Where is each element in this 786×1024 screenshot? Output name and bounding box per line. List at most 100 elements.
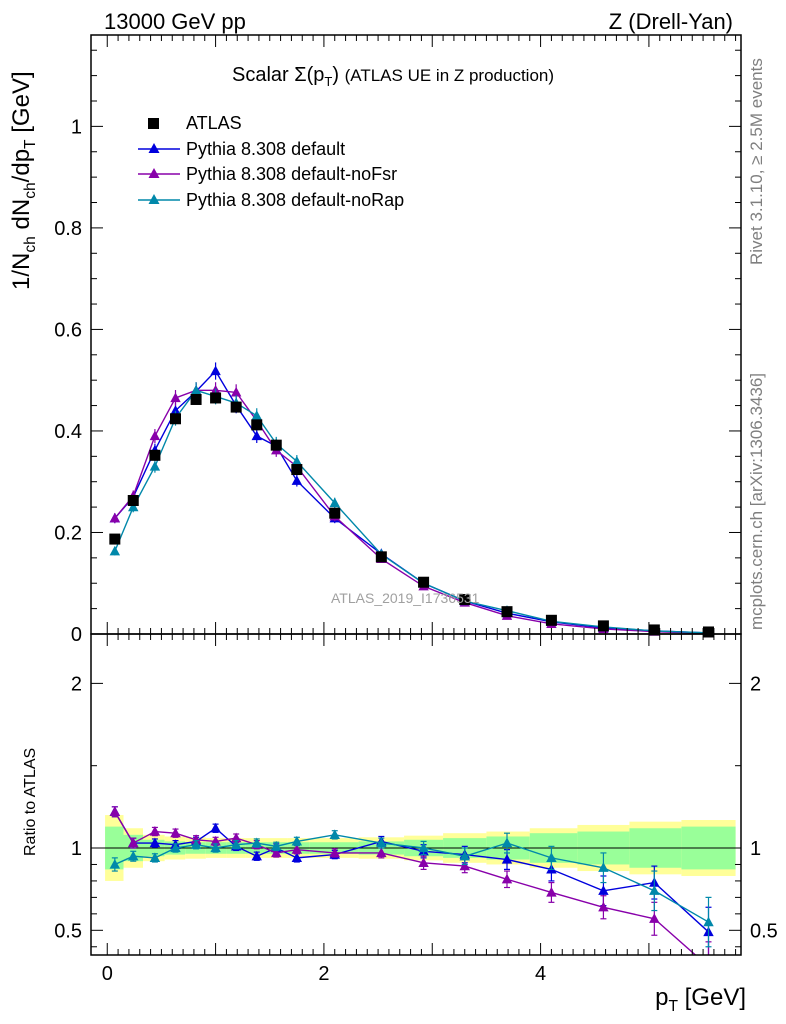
ratio-marker xyxy=(109,806,121,816)
ratio-y-tick-label: 1 xyxy=(71,838,82,860)
y-tick-label: 0.2 xyxy=(54,522,82,544)
y-axis-title-ratio: Ratio to ATLAS xyxy=(22,747,39,856)
series-marker xyxy=(170,392,181,403)
ratio-y-tick-label: 2 xyxy=(71,673,82,695)
atlas-data-point xyxy=(149,449,161,461)
atlas-data-point xyxy=(418,576,430,588)
ratio-marker xyxy=(459,860,470,871)
y-tick-label: 0.4 xyxy=(54,421,82,443)
ratio-marker xyxy=(251,850,262,861)
series-marker xyxy=(109,545,121,556)
atlas-data-point xyxy=(703,626,714,638)
atlas-data-point xyxy=(251,419,263,431)
ratio-marker xyxy=(291,835,303,846)
ratio-marker xyxy=(291,852,303,863)
title-rest: (ATLAS UE in Z production) xyxy=(344,66,555,85)
ratio-panel-series xyxy=(109,806,714,971)
ratio-uncertainty-bands xyxy=(91,815,741,881)
analysis-watermark: ATLAS_2019_I1736531 xyxy=(331,590,480,606)
ratio-marker xyxy=(546,852,557,863)
ratio-marker xyxy=(190,839,202,849)
atlas-data-point xyxy=(501,606,513,618)
ratio-marker xyxy=(501,854,513,864)
series-marker xyxy=(251,430,262,441)
legend-label: Pythia 8.308 default-noFsr xyxy=(186,164,398,184)
ratio-marker xyxy=(128,837,139,848)
ratio-y-tick-label-right: 1 xyxy=(750,838,761,860)
ratio-marker xyxy=(210,822,221,833)
ylabel-part: /dp xyxy=(8,148,35,183)
ratio-marker xyxy=(149,837,161,848)
x-tick-label: 0 xyxy=(102,963,113,985)
title-sub: T xyxy=(324,74,333,89)
atlas-data-point xyxy=(190,393,202,405)
ratio-marker xyxy=(376,837,387,848)
legend-label: Pythia 8.308 default xyxy=(186,138,346,159)
series-marker xyxy=(128,501,139,512)
series-marker xyxy=(109,512,121,523)
x-axis-title: pT [GeV] xyxy=(655,984,746,1016)
atlas-data-point xyxy=(170,413,181,425)
atlas-data-point xyxy=(270,439,282,451)
y-tick-label: 0 xyxy=(71,624,82,646)
xlabel-sub: T xyxy=(668,997,678,1015)
ratio-marker xyxy=(170,827,181,838)
atlas-data-point xyxy=(109,533,121,545)
ratio-marker xyxy=(501,837,513,848)
series-marker xyxy=(190,384,202,395)
series-marker xyxy=(149,430,161,441)
mcplots-label: mcplots.cern.ch [arXiv:1306.3436] xyxy=(747,372,766,630)
ratio-marker xyxy=(149,852,161,863)
header-left: 13000 GeV pp xyxy=(104,9,246,34)
atlas-data-point xyxy=(127,494,139,506)
ylabel-part: [GeV] xyxy=(8,71,35,140)
ratio-panel-frame xyxy=(90,633,742,956)
legend-marker-triangle xyxy=(138,142,180,153)
ylabel-sub: T xyxy=(21,139,39,149)
atlas-data-point xyxy=(597,620,609,632)
ratio-marker xyxy=(291,844,303,854)
y-axis-title-main: 1/Nch dNch/dpT [GeV] xyxy=(8,71,40,290)
series-marker xyxy=(291,475,303,485)
atlas-data-point xyxy=(329,507,341,519)
ratio-marker xyxy=(230,839,242,849)
ratio-marker xyxy=(170,842,181,853)
ratio-y-tick-label-right: 0.5 xyxy=(750,920,778,942)
ratio-marker xyxy=(109,858,121,869)
ratio-marker xyxy=(649,913,660,923)
y-tick-label: 0.8 xyxy=(54,218,82,240)
series-marker xyxy=(329,497,340,508)
ratio-marker xyxy=(149,826,161,836)
ylabel-sub: ch xyxy=(21,182,39,199)
ratio-marker xyxy=(703,961,713,971)
legend-marker-square xyxy=(148,118,159,129)
series-marker xyxy=(170,405,181,415)
series-marker xyxy=(149,460,161,471)
ratio-marker xyxy=(271,847,282,858)
rivet-label: Rivet 3.1.10, ≥ 2.5M events xyxy=(747,58,766,265)
ratio-marker xyxy=(703,916,714,927)
ratio-marker xyxy=(418,857,429,867)
ratio-marker xyxy=(598,885,609,895)
xlabel-unit: [GeV] xyxy=(684,984,746,1011)
ratio-marker xyxy=(210,835,221,846)
ratio-marker xyxy=(418,842,429,853)
legend-label: Pythia 8.308 default-noRap xyxy=(186,189,405,210)
ylabel-sub: ch xyxy=(21,236,39,253)
ratio-marker xyxy=(649,885,660,895)
atlas-data-point xyxy=(648,624,660,636)
atlas-data-point xyxy=(291,464,303,476)
ratio-y-tick-label-right: 2 xyxy=(750,673,761,695)
ratio-marker xyxy=(376,847,387,858)
atlas-data-point xyxy=(210,392,222,404)
ratio-series-group xyxy=(109,806,714,971)
header-right: Z (Drell-Yan) xyxy=(608,9,733,34)
ratio-marker xyxy=(190,834,202,844)
ratio-marker xyxy=(598,901,609,912)
title-main: Scalar Σ(p xyxy=(232,64,325,86)
axes: 0 2 4 0 0.2 0.4 0.6 0.8 1 0.5 0.5 1 1 2 2 xyxy=(54,34,778,985)
legend-marker-triangle xyxy=(138,168,180,178)
ratio-marker xyxy=(546,886,557,897)
series-marker xyxy=(210,365,221,376)
